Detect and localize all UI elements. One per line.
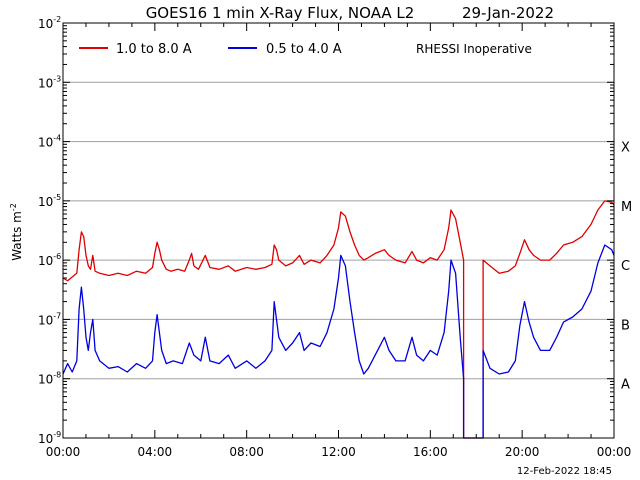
axis-ticks: [62, 22, 615, 439]
x-tick-label-4: 16:00: [413, 445, 448, 459]
series-line-1: [62, 244, 615, 439]
y-tick-base: 10: [38, 432, 53, 446]
legend-label-05-4: 0.5 to 4.0 A: [266, 42, 342, 57]
y-axis-label-exponent: -2: [9, 203, 18, 211]
y-tick-exponent: -9: [53, 430, 61, 439]
class-label-b: B: [621, 318, 630, 333]
y-tick-exponent: -2: [53, 15, 61, 24]
y-axis-label: Watts m-2: [9, 203, 24, 261]
y-tick-label-5: 10-7: [38, 311, 61, 327]
y-tick-exponent: -5: [53, 193, 61, 202]
flare-class-labels: X M C B A: [621, 141, 632, 393]
y-tick-base: 10: [38, 136, 53, 150]
y-tick-base: 10: [38, 373, 53, 387]
x-tick-label-5: 20:00: [505, 445, 540, 459]
x-tick-label-2: 08:00: [229, 445, 264, 459]
y-tick-base: 10: [38, 254, 53, 268]
y-tick-base: 10: [38, 313, 53, 327]
x-tick-label-1: 04:00: [138, 445, 173, 459]
class-label-x: X: [621, 141, 630, 156]
legend: 1.0 to 8.0 A 0.5 to 4.0 A: [79, 42, 342, 57]
plot-frame: [62, 22, 615, 439]
y-tick-label-1: 10-3: [38, 74, 61, 90]
y-tick-base: 10: [38, 17, 53, 31]
y-axis-label-text: Watts m: [10, 211, 24, 261]
class-label-c: C: [621, 259, 630, 274]
y-tick-labels: 10-210-310-410-510-610-710-810-9: [38, 15, 61, 446]
y-tick-exponent: -8: [53, 371, 61, 380]
x-tick-labels: 00:00 04:00 08:00 12:00 16:00 20:00 00:00: [46, 445, 632, 459]
x-tick-label-6: 00:00: [597, 445, 632, 459]
footer-timestamp: 12-Feb-2022 18:45: [517, 466, 612, 477]
series-layer: [62, 200, 615, 439]
y-tick-exponent: -6: [53, 252, 61, 261]
legend-label-1-8: 1.0 to 8.0 A: [116, 42, 192, 57]
y-tick-label-7: 10-9: [38, 430, 61, 446]
y-tick-label-2: 10-4: [38, 134, 61, 150]
chart-date: 29-Jan-2022: [462, 4, 554, 22]
chart-title: GOES16 1 min X-Ray Flux, NOAA L2: [146, 4, 415, 22]
series-line-0: [62, 200, 615, 439]
y-tick-exponent: -3: [53, 74, 61, 83]
y-tick-exponent: -4: [53, 134, 61, 143]
y-tick-base: 10: [38, 195, 53, 209]
y-tick-label-4: 10-6: [38, 252, 61, 268]
x-tick-label-0: 00:00: [46, 445, 81, 459]
y-tick-base: 10: [38, 76, 53, 90]
class-label-a: A: [621, 378, 630, 393]
y-tick-label-3: 10-5: [38, 193, 61, 209]
y-tick-label-0: 10-2: [38, 15, 61, 31]
y-tick-label-6: 10-8: [38, 371, 61, 387]
rhessi-annotation: RHESSI Inoperative: [416, 42, 532, 56]
x-tick-label-3: 12:00: [321, 445, 356, 459]
y-tick-exponent: -7: [53, 311, 61, 320]
class-label-m: M: [621, 200, 632, 215]
grid-lines: [63, 81, 614, 380]
